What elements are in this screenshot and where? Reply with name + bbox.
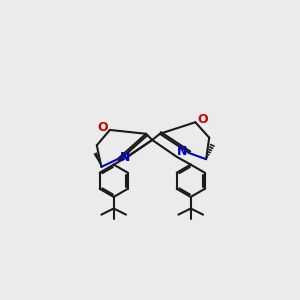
Text: O: O: [97, 121, 108, 134]
Polygon shape: [94, 152, 101, 167]
Text: N: N: [176, 145, 187, 158]
Text: N: N: [120, 151, 130, 164]
Text: O: O: [198, 113, 208, 126]
